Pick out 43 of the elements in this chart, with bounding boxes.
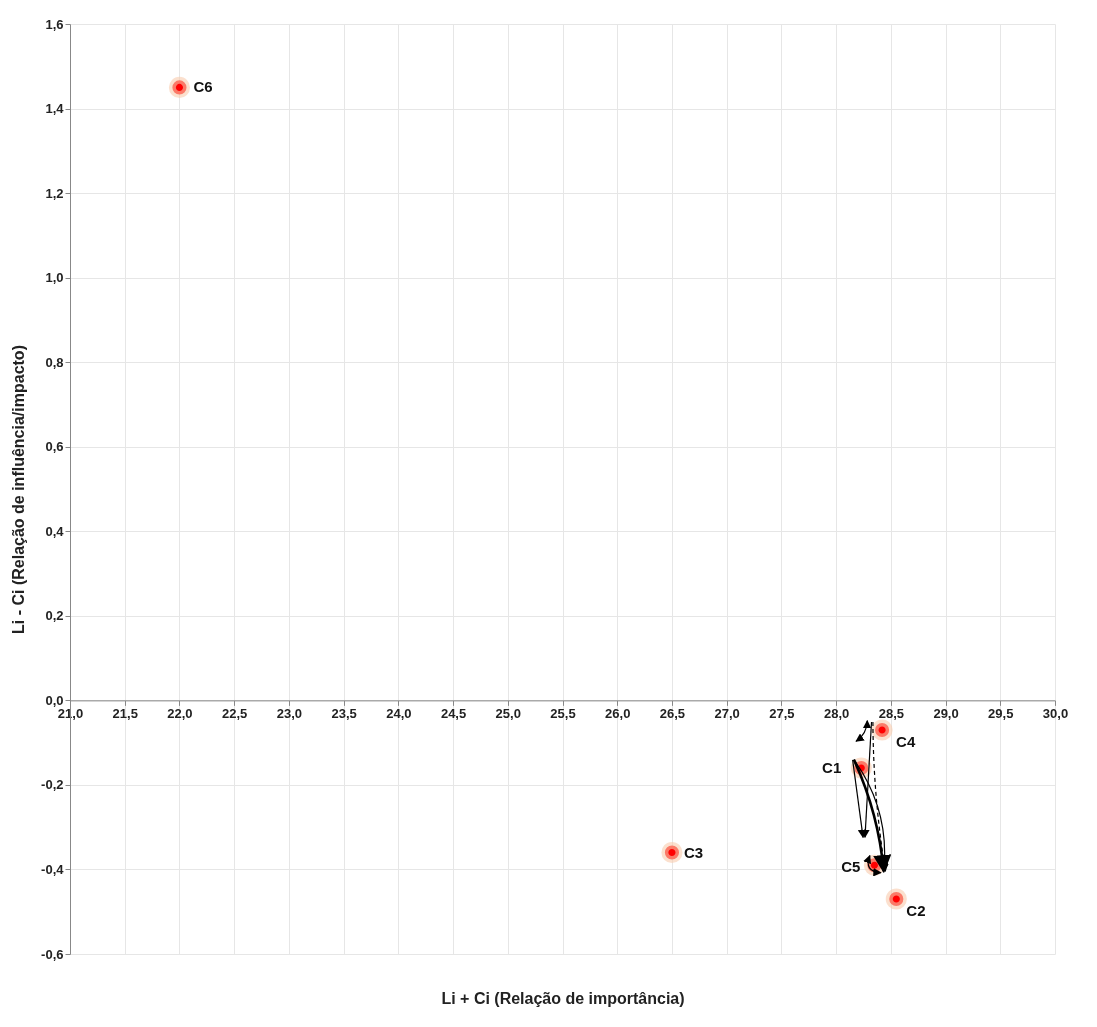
- y-tick-label: 0,6: [45, 439, 64, 455]
- x-tick-label: 24,0: [386, 705, 412, 721]
- annotation: C2: [906, 902, 926, 920]
- y-tick-label: 1,0: [45, 270, 64, 286]
- x-tick-label: 29,0: [933, 705, 959, 721]
- x-tick-label: 22,5: [222, 705, 248, 721]
- x-tick-label: 21,0: [57, 705, 84, 721]
- x-axis-title: Li + Ci (Relação de importância): [441, 989, 685, 1007]
- annotation: C6: [193, 78, 213, 96]
- x-tick-label: 21,5: [112, 705, 138, 721]
- y-tick-label: 0,4: [45, 523, 65, 539]
- y-tick-label: -0,4: [41, 861, 65, 877]
- annotation: C4: [896, 732, 916, 750]
- x-tick-label: 23,0: [276, 705, 303, 721]
- x-tick-label: 25,0: [495, 705, 521, 721]
- x-tick-label: 22,0: [167, 705, 193, 721]
- y-axis-title: Li - Ci (Relação de influência/impacto): [10, 345, 28, 634]
- x-tick-label: 28,0: [823, 705, 850, 721]
- x-tick-label: 27,0: [714, 705, 740, 721]
- annotation: C1: [822, 759, 842, 776]
- x-tick-label: 27,5: [769, 705, 795, 721]
- y-tick-label: 0,8: [45, 354, 64, 370]
- point: [885, 888, 907, 910]
- x-tick-label: 28,5: [878, 705, 904, 721]
- point: [871, 719, 893, 741]
- y-tick-label: -0,6: [41, 946, 64, 962]
- point: [168, 76, 191, 98]
- y-tick-label: 0,0: [45, 692, 64, 708]
- y-tick-label: -0,2: [41, 777, 64, 793]
- x-tick-label: 24,5: [440, 705, 467, 721]
- x-tick-label: 23,5: [331, 705, 357, 721]
- x-tick-label: 26,0: [605, 705, 631, 721]
- x-tick-label: 25,5: [550, 705, 576, 721]
- x-tick-label: 26,5: [659, 705, 686, 721]
- x-tick-label: 30,0: [1042, 705, 1069, 721]
- y-tick-label: 1,6: [45, 16, 64, 32]
- annotation: C5: [841, 858, 861, 876]
- y-tick-label: 1,4: [45, 101, 65, 117]
- y-tick-label: 0,2: [45, 608, 64, 624]
- x-tick-label: 29,5: [988, 705, 1014, 721]
- point: [661, 841, 683, 864]
- y-tick-label: 1,2: [45, 185, 64, 201]
- annotation: C3: [683, 843, 704, 861]
